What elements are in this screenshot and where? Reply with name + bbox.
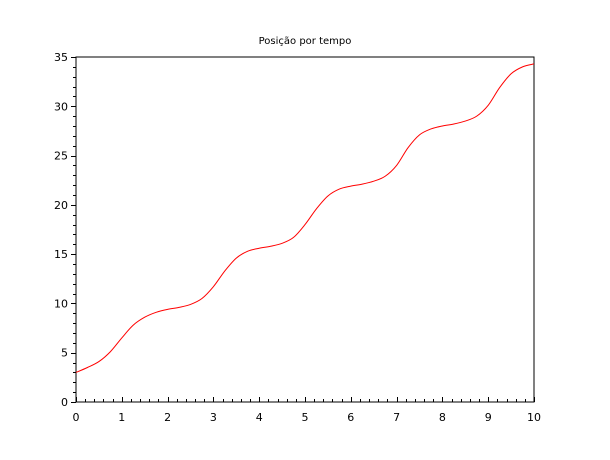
x-tick-label: 1 — [118, 411, 125, 424]
x-tick-label: 3 — [210, 411, 217, 424]
axis-tick-labels: 0 1 2 3 4 5 6 7 8 9 10 0 5 10 15 20 25 30 35 — [54, 51, 541, 424]
y-tick-label: 35 — [54, 51, 68, 64]
axis-ticks — [71, 57, 535, 403]
x-tick-label: 6 — [347, 411, 354, 424]
chart-title: Posição por tempo — [259, 36, 352, 47]
y-tick-label: 0 — [61, 396, 68, 409]
x-tick-label: 10 — [527, 411, 541, 424]
x-tick-label: 5 — [302, 411, 309, 424]
series-layer — [75, 63, 535, 373]
y-tick-label: 25 — [54, 150, 68, 163]
y-tick-label: 20 — [54, 199, 68, 212]
x-tick-label: 7 — [393, 411, 400, 424]
y-tick-label: 10 — [54, 297, 68, 310]
y-tick-label: 30 — [54, 100, 68, 113]
series-line — [75, 63, 535, 373]
y-tick-label: 15 — [54, 248, 68, 261]
y-tick-label: 5 — [61, 347, 68, 360]
x-tick-label: 9 — [485, 411, 492, 424]
x-tick-label: 8 — [439, 411, 446, 424]
x-tick-label: 0 — [73, 411, 80, 424]
x-tick-label: 2 — [164, 411, 171, 424]
x-tick-label: 4 — [256, 411, 263, 424]
plot-area — [75, 56, 535, 403]
